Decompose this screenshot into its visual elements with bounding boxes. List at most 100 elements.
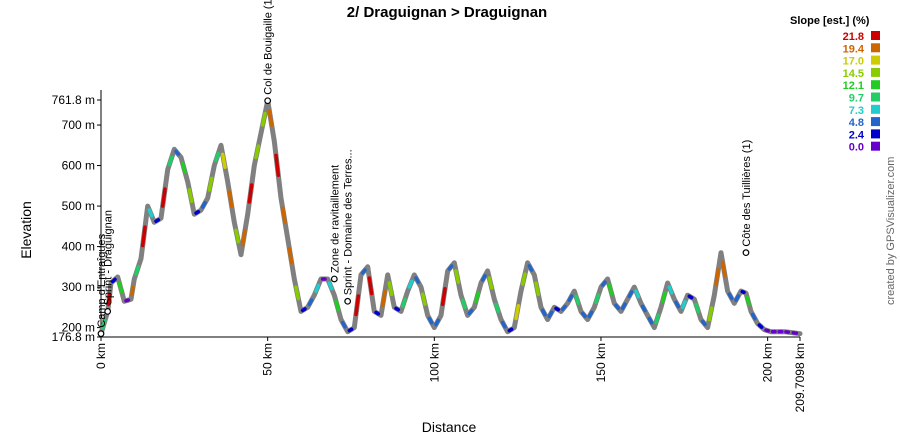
plot-area: 200 m 300 m 400 m 500 m 600 m 700 m 176.8 m 761… <box>52 0 807 412</box>
slope-segment <box>200 201 207 209</box>
slope-segment <box>614 303 621 310</box>
elevation-profile-line <box>98 98 803 337</box>
x-tick-label: 200 km <box>761 343 775 382</box>
slope-segment <box>247 183 254 204</box>
poi-label: Zone de ravitaillement <box>329 165 341 273</box>
slope-segment <box>207 176 214 192</box>
slope-segment <box>134 265 141 276</box>
slope-segment <box>620 302 627 311</box>
slope-segment <box>594 293 601 305</box>
slope-legend-swatch <box>871 67 880 77</box>
slope-segment <box>480 273 487 282</box>
x-tick-label: 150 km <box>594 343 608 382</box>
poi-label: Côte des Tuillières (1) <box>741 140 753 247</box>
slope-segment <box>607 283 614 296</box>
poi-label: Camp d'Entraîgues <box>96 233 108 327</box>
slope-segment <box>654 313 661 325</box>
y-tick-label: 400 m <box>62 240 95 254</box>
slope-segment <box>347 327 354 333</box>
slope-segment <box>340 320 347 329</box>
slope-segment <box>274 153 281 178</box>
slope-segment <box>487 276 494 290</box>
slope-segment <box>700 319 707 327</box>
slope-segment <box>474 291 481 304</box>
slope-segment <box>280 206 287 225</box>
slope-segment <box>220 152 227 169</box>
slope-legend-swatch <box>871 31 880 40</box>
slope-segment <box>534 281 541 297</box>
slope-segment <box>527 264 534 272</box>
slope-segment <box>394 306 401 312</box>
slope-segment <box>110 277 117 284</box>
slope-segment <box>740 289 746 295</box>
slope-legend-value: 17.0 <box>843 56 864 68</box>
slope-segment <box>434 318 441 327</box>
slope-segment <box>514 303 521 321</box>
slope-segment <box>520 272 527 286</box>
slope-segment <box>100 318 107 330</box>
slope-segment <box>414 276 421 284</box>
slope-segment <box>580 311 587 319</box>
slope-segment <box>660 291 667 304</box>
poi-marker <box>264 97 272 105</box>
slope-segment <box>314 283 321 293</box>
slope-segment <box>240 228 247 247</box>
poi-marker <box>104 307 112 315</box>
slope-legend-swatch <box>871 92 880 102</box>
slope-segment <box>727 292 734 301</box>
slope-segment <box>187 188 194 203</box>
slope-segment <box>106 292 112 307</box>
slope-segment <box>294 285 301 301</box>
slope-segment <box>174 149 181 156</box>
slope-segment <box>387 281 394 297</box>
slope-segment <box>567 294 574 303</box>
slope-segment <box>260 111 267 127</box>
slope-segment <box>214 151 221 163</box>
credit-text: created by GPSVisualizer.com <box>885 157 897 305</box>
slope-segment <box>634 289 641 299</box>
y-tick-label: 200 m <box>62 321 95 335</box>
slope-segment <box>420 292 427 306</box>
slope-legend-value: 4.8 <box>849 117 864 129</box>
slope-segment <box>154 218 161 224</box>
slope-legend-value: 19.4 <box>843 43 865 55</box>
slope-legend: Slope [est.] (%) 21.819.417.014.512.19.7… <box>790 15 880 154</box>
slope-segment <box>500 320 507 329</box>
y-tick-label: 500 m <box>62 199 95 213</box>
slope-legend-swatch <box>871 43 880 53</box>
slope-legend-value: 0.0 <box>849 142 864 154</box>
slope-segment <box>714 267 721 287</box>
slope-segment <box>720 260 727 278</box>
slope-segment <box>680 299 687 310</box>
slope-segment <box>764 328 771 333</box>
slope-segment <box>707 306 714 322</box>
slope-segment <box>407 279 414 289</box>
slope-legend-swatch <box>871 80 880 90</box>
slope-segment <box>360 268 367 275</box>
slope-segment <box>757 323 764 329</box>
slope-segment <box>234 228 241 244</box>
slope-segment <box>454 269 461 284</box>
slope-segment <box>694 302 701 314</box>
y-tick-label: 700 m <box>62 118 95 132</box>
slope-segment <box>117 281 124 294</box>
y-min-label: 176.8 m <box>52 330 95 344</box>
slope-segment <box>560 304 567 312</box>
slope-segment <box>147 208 154 218</box>
slope-legend-value: 7.3 <box>849 105 864 117</box>
poi-marker <box>742 249 750 257</box>
y-axis-title: Elevation <box>18 201 34 259</box>
slope-legend-swatch <box>871 55 880 65</box>
x-end-label: 209.7098 km <box>793 343 807 412</box>
slope-legend-value: 21.8 <box>843 31 864 43</box>
slope-segment <box>334 299 341 312</box>
poi-marker <box>97 330 105 338</box>
slope-segment <box>427 316 434 325</box>
slope-segment <box>307 298 314 307</box>
slope-segment <box>300 307 307 313</box>
y-tick-label: 300 m <box>62 280 95 294</box>
x-tick-label: 100 km <box>427 343 441 382</box>
slope-legend-value: 12.1 <box>843 80 864 92</box>
slope-legend-swatch <box>871 117 880 127</box>
slope-segment <box>374 310 381 316</box>
